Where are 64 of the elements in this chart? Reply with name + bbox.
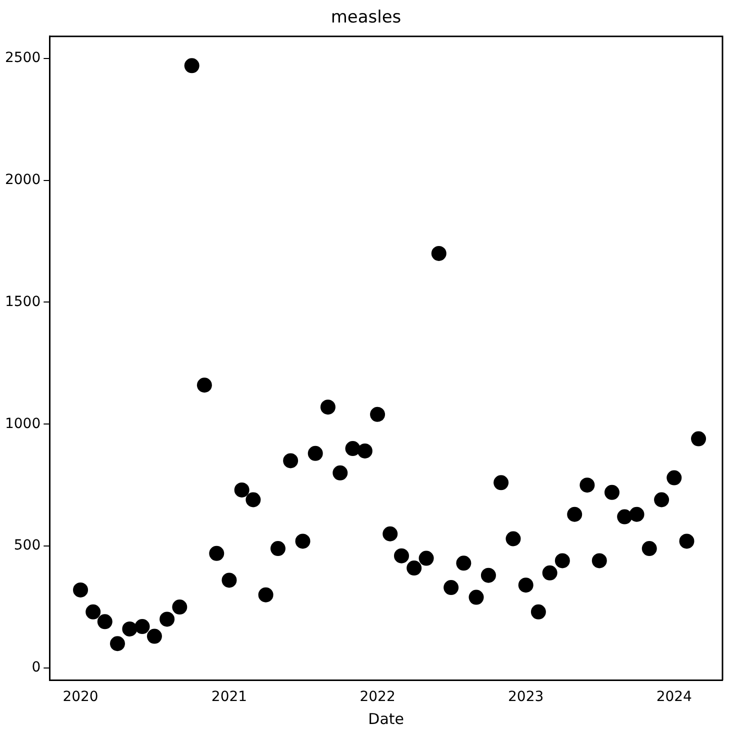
point: [642, 541, 657, 556]
point: [592, 553, 607, 568]
y-tick-label: 2500: [4, 50, 41, 66]
point: [506, 531, 521, 546]
point: [530, 604, 546, 620]
point: [394, 548, 410, 564]
point: [554, 553, 570, 568]
point: [246, 492, 261, 508]
point: [518, 578, 534, 593]
point: [666, 470, 682, 486]
point: [234, 482, 250, 498]
point: [542, 565, 558, 580]
chart-title: measles: [330, 8, 402, 28]
point: [97, 614, 112, 630]
point: [209, 546, 224, 561]
point: [320, 400, 336, 415]
point: [283, 453, 298, 468]
x-tick-label: 2023: [508, 689, 544, 706]
x-tick-label: 2024: [656, 689, 692, 706]
point: [494, 475, 509, 490]
point: [146, 628, 162, 644]
point: [184, 58, 200, 74]
point: [86, 604, 101, 620]
point: [418, 550, 434, 566]
y-tick-label: 0: [32, 660, 41, 676]
point: [134, 619, 150, 634]
point: [196, 378, 212, 393]
point: [679, 534, 694, 549]
point: [73, 582, 88, 598]
point: [456, 556, 472, 571]
point: [295, 534, 310, 549]
x-tick-label: 2021: [211, 689, 248, 706]
point: [172, 600, 188, 615]
y-tick-label: 500: [14, 538, 41, 554]
point: [444, 580, 459, 596]
point: [308, 446, 323, 461]
point: [691, 431, 706, 446]
point: [431, 246, 446, 261]
point: [480, 568, 496, 583]
point: [370, 406, 386, 422]
point: [617, 509, 632, 524]
point: [332, 465, 348, 480]
point: [122, 621, 138, 636]
point: [406, 560, 422, 576]
y-tick-label: 2000: [4, 172, 41, 188]
point: [160, 612, 175, 627]
point: [345, 441, 360, 456]
x-tick-label: 2020: [62, 689, 98, 706]
point: [629, 506, 644, 522]
point: [222, 572, 237, 588]
y-tick-label: 1500: [4, 294, 41, 310]
point: [567, 506, 582, 522]
point: [382, 526, 398, 542]
point: [654, 492, 670, 508]
point: [270, 541, 286, 556]
x-tick-label: 2022: [360, 689, 396, 706]
y-tick-label: 1000: [4, 416, 41, 432]
point: [604, 484, 620, 500]
point: [468, 590, 484, 605]
point: [258, 587, 274, 602]
point: [580, 478, 595, 493]
x-axis-title: Date: [368, 710, 404, 728]
point: [357, 443, 372, 458]
point: [110, 636, 125, 652]
